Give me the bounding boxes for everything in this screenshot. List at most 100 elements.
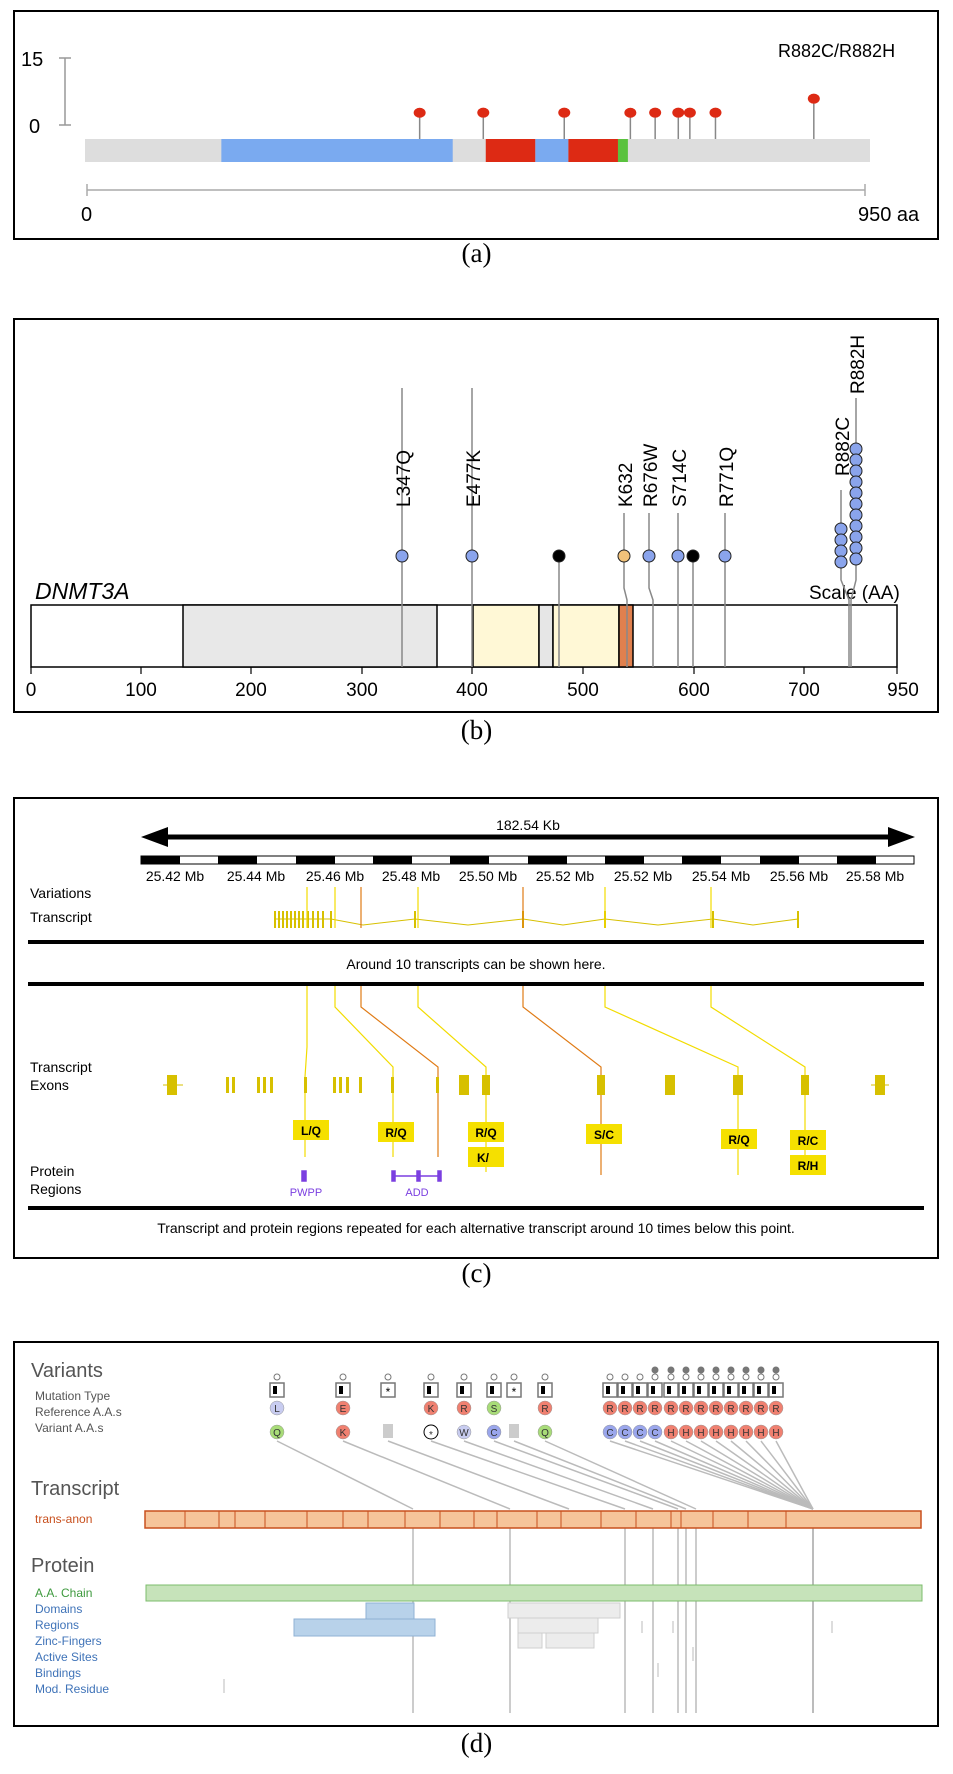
variant-column-11[interactable]: RC	[647, 1366, 663, 1440]
svg-text:R: R	[712, 1404, 719, 1415]
var-aa-12	[663, 1424, 679, 1440]
variant-column-1[interactable]: EK	[335, 1373, 351, 1440]
panel-d-frame	[13, 1341, 939, 1727]
svg-text:R: R	[772, 1404, 779, 1415]
head-e477k	[465, 549, 479, 563]
svg-text:25.44 Mb: 25.44 Mb	[227, 868, 286, 884]
svg-text:L: L	[274, 1404, 280, 1415]
lollipop-head-4	[649, 107, 662, 118]
variant-column-12[interactable]: RH	[663, 1366, 679, 1440]
stem-group	[401, 388, 857, 667]
domain-add-2	[552, 604, 620, 668]
svg-text:H: H	[772, 1428, 779, 1439]
panel-a-lollipop-plot: 15 0 R882C/R882H 0 950 aa	[13, 10, 939, 240]
connector-9	[624, 1440, 814, 1510]
svg-text:W: W	[459, 1428, 469, 1439]
svg-text:H: H	[697, 1428, 704, 1439]
variant-column-15[interactable]: RH	[708, 1366, 724, 1440]
caption-a: (a)	[461, 238, 492, 268]
variant-column-8[interactable]: RC	[602, 1373, 618, 1440]
lollipop-group	[413, 93, 820, 139]
gene-label: DNMT3A	[35, 578, 130, 604]
domain-pwwp	[182, 604, 438, 668]
var-aa-13	[678, 1424, 694, 1440]
variant-column-16[interactable]: RH	[723, 1366, 739, 1440]
panel-c-genome-browser: 182.54 Kb 25.42 Mb 25.44 Mb 25.46 Mb 25.…	[13, 797, 939, 1259]
svg-text:700: 700	[788, 680, 820, 701]
variant-column-3[interactable]: K*	[423, 1373, 439, 1441]
gray-region-bars	[507, 1602, 621, 1649]
axis-ticks: 0 100 200 300 400 500 600 700 950	[26, 680, 919, 701]
var-aa-19	[768, 1424, 784, 1440]
svg-text:25.58 Mb: 25.58 Mb	[846, 868, 905, 884]
protein-row-labels: A.A. Chain Domains Regions Zinc-Fingers …	[35, 1586, 109, 1696]
transcripts-note: Around 10 transcripts can be shown here.	[346, 956, 605, 972]
variant-column-10[interactable]: RC	[632, 1373, 648, 1440]
svg-text:600: 600	[678, 680, 710, 701]
transcript-label: Transcript	[30, 909, 92, 925]
domain-block-3	[568, 139, 618, 162]
svg-text:A.A. Chain: A.A. Chain	[35, 1586, 92, 1600]
ref-aa-4	[456, 1400, 472, 1416]
connector-16	[730, 1440, 814, 1510]
lollipop-head-5	[672, 107, 685, 118]
ref-aa-15	[708, 1400, 724, 1416]
gap-block-6	[509, 1424, 519, 1438]
panel-d-variant-viewer: Variants Mutation Type Reference A.A.s V…	[13, 1341, 939, 1727]
svg-text:0: 0	[26, 680, 37, 701]
svg-text:R/Q: R/Q	[385, 1126, 406, 1140]
svg-text:R: R	[742, 1404, 749, 1415]
label-r882c: R882C	[833, 417, 854, 476]
protein-label-2: Regions	[30, 1181, 81, 1197]
var-aa-10	[632, 1424, 648, 1440]
ref-aa-0	[269, 1400, 285, 1416]
svg-text:25.54 Mb: 25.54 Mb	[692, 868, 751, 884]
variant-column-4[interactable]: RW	[456, 1373, 472, 1440]
scale-bar-segments	[141, 856, 876, 864]
svg-text:R: R	[636, 1404, 643, 1415]
domain-group	[221, 139, 628, 162]
variant-column-6[interactable]: *	[506, 1373, 522, 1438]
connector-4	[463, 1440, 654, 1510]
variations-label: Variations	[30, 885, 91, 901]
variant-column-19[interactable]: RH	[768, 1366, 784, 1440]
svg-text:Q: Q	[541, 1428, 549, 1439]
connector-11	[654, 1440, 814, 1510]
variant-column-17[interactable]: RH	[738, 1366, 754, 1440]
variant-column-0[interactable]: LQ	[269, 1373, 285, 1440]
variant-column-5[interactable]: SC	[486, 1373, 502, 1440]
var-aa-3	[423, 1424, 439, 1440]
ref-aa-8	[602, 1400, 618, 1416]
mutation-type-icon-6	[506, 1382, 522, 1398]
connector-10	[639, 1440, 814, 1510]
connector-0	[276, 1440, 414, 1510]
ref-aa-9	[617, 1400, 633, 1416]
mutation-type-label: Mutation Type	[35, 1389, 110, 1403]
mutation-type-icon-2	[380, 1382, 396, 1398]
variant-column-2[interactable]: *	[380, 1373, 396, 1438]
footer-note: Transcript and protein regions repeated …	[157, 1220, 795, 1236]
scale-label: Scale (AA)	[809, 583, 900, 604]
svg-text:R: R	[606, 1404, 613, 1415]
label-r771q: R771Q	[717, 447, 738, 507]
lollipop-head-0	[413, 107, 426, 118]
scale-ticks: 25.42 Mb 25.44 Mb 25.46 Mb 25.48 Mb 25.5…	[146, 868, 905, 884]
variant-column-14[interactable]: RH	[693, 1366, 709, 1440]
connector-14	[700, 1440, 814, 1510]
connector-15	[715, 1440, 814, 1510]
svg-text:L/Q: L/Q	[301, 1124, 321, 1138]
variant-column-9[interactable]: RC	[617, 1373, 633, 1440]
svg-text:R/C: R/C	[798, 1134, 819, 1148]
svg-text:R: R	[621, 1404, 628, 1415]
svg-text:R: R	[682, 1404, 689, 1415]
protein-region-marks	[301, 1170, 442, 1182]
connector-19	[775, 1440, 814, 1510]
svg-text:200: 200	[235, 680, 267, 701]
label-k632: K632	[616, 463, 637, 507]
head-black-1	[552, 549, 566, 563]
variant-column-13[interactable]: RH	[678, 1366, 694, 1440]
variant-column-7[interactable]: RQ	[537, 1373, 553, 1440]
var-aa-11	[647, 1424, 663, 1440]
variant-column-18[interactable]: RH	[753, 1366, 769, 1440]
